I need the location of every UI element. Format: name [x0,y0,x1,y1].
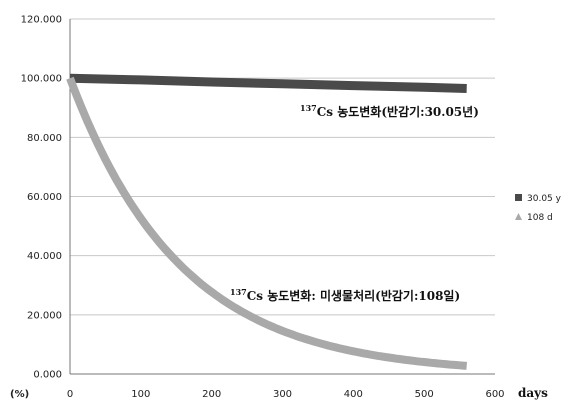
y-tick-label: 80.000 [27,133,62,144]
x-tick-label: 500 [415,389,434,400]
x-tick-label: 600 [485,389,504,400]
series-line-30y [69,73,467,93]
x-tick-label: 300 [273,389,292,400]
x-tick-label: 0 [67,389,73,400]
annotation-108d-superscript: 137 [230,287,247,297]
legend-marker-108d [515,213,522,220]
y-tick-label: 0.000 [33,370,62,381]
annotation-30y-text: Cs 농도변화(반감기:30.05년) [317,104,479,119]
annotation-108d: 137Cs 농도변화: 미생물처리(반감기:108일) [230,287,460,303]
series-line-108d [66,76,468,370]
y-tick-label: 120.000 [21,15,62,26]
y-tick-label: 40.000 [27,251,62,262]
annotation-30y: 137Cs 농도변화(반감기:30.05년) [300,103,479,119]
y-tick-label: 60.000 [27,192,62,203]
legend-label-108d: 108 d [527,213,553,223]
x-tick-labels: 0 100 200 300 400 500 600 [67,389,505,400]
y-tick-label: 20.000 [27,310,62,321]
y-unit-label: (%) [10,389,29,400]
legend-marker-30y [515,194,522,201]
y-tick-labels: 0.000 20.000 40.000 60.000 80.000 100.000 120.… [21,15,62,381]
legend: 30.05 y 108 d [515,194,562,223]
series-layer [66,73,468,370]
x-tick-label: 200 [202,389,221,400]
annotation-108d-text: Cs 농도변화: 미생물처리(반감기:108일) [247,288,460,303]
y-tick-label: 100.000 [21,74,62,85]
legend-label-30y: 30.05 y [527,194,562,204]
annotation-30y-superscript: 137 [300,103,317,113]
x-unit-label: days [518,386,548,400]
x-tick-label: 400 [344,389,363,400]
x-tick-label: 100 [131,389,150,400]
